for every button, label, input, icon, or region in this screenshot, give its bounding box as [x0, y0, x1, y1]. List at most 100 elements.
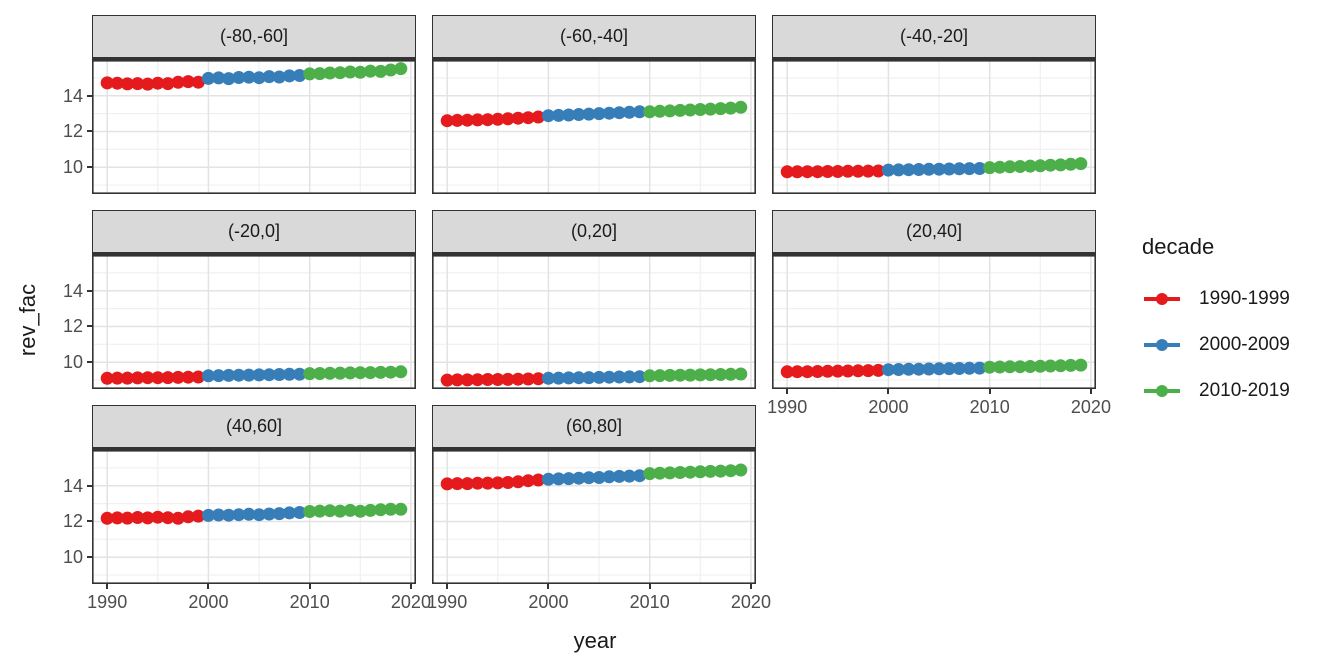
data-point — [100, 76, 114, 90]
data-point — [313, 367, 327, 380]
series-1990-1999 — [440, 372, 545, 387]
legend-entry: 2010-2019 — [1142, 368, 1290, 414]
data-point — [374, 503, 388, 517]
series-2000-2009 — [201, 506, 307, 522]
data-point — [851, 364, 865, 378]
data-point — [922, 362, 936, 376]
data-point — [100, 511, 114, 525]
data-point — [282, 506, 296, 520]
data-point — [552, 108, 566, 122]
data-point — [161, 371, 175, 385]
data-point — [1033, 159, 1047, 173]
data-point — [541, 371, 555, 385]
facet-strip: (-40,-20] — [772, 15, 1096, 60]
data-point — [252, 508, 266, 522]
data-point — [800, 365, 814, 379]
data-point — [353, 504, 367, 518]
data-point — [663, 466, 677, 480]
facet-label: (20,40] — [905, 221, 963, 241]
data-point — [511, 372, 525, 386]
data-point — [653, 466, 667, 480]
data-point — [501, 372, 515, 386]
legend-title: decade — [1142, 234, 1215, 259]
data-point — [633, 105, 647, 119]
facet-panel — [772, 60, 1096, 194]
data-point — [374, 365, 388, 379]
x-tick-label: 1990 — [767, 397, 808, 417]
legend-key-icon — [1144, 339, 1180, 351]
facet-strip: (60,80] — [432, 405, 756, 450]
data-point — [881, 363, 895, 377]
data-point — [262, 507, 276, 521]
data-point — [363, 503, 377, 517]
data-point — [222, 368, 236, 382]
data-point — [831, 364, 845, 378]
data-point — [881, 163, 895, 177]
data-point — [780, 165, 794, 179]
x-tick-label: 2020 — [390, 592, 431, 612]
data-point — [222, 508, 236, 522]
data-point — [693, 103, 707, 116]
data-point — [460, 113, 474, 127]
facet: (20,40] 1990 2000 2010 2020 — [767, 210, 1111, 417]
data-point — [622, 370, 636, 384]
data-point — [582, 107, 596, 121]
x-tick-label: 1990 — [87, 592, 128, 612]
data-point — [450, 477, 464, 491]
data-point — [612, 469, 626, 483]
facet-label: (-40,-20] — [899, 26, 969, 46]
data-point — [491, 476, 505, 490]
x-tick-mark — [887, 389, 890, 394]
data-point — [353, 366, 367, 380]
data-point — [780, 365, 794, 379]
facet-panel — [432, 60, 756, 194]
data-point — [1033, 359, 1047, 373]
data-point — [902, 163, 916, 177]
data-point — [562, 371, 576, 385]
data-point — [333, 66, 347, 80]
data-point — [384, 365, 398, 379]
data-point — [693, 465, 707, 479]
data-point — [1074, 358, 1088, 372]
facet-label: (-20,0] — [227, 221, 281, 241]
series-2010-2019 — [303, 365, 408, 381]
data-point — [313, 67, 327, 81]
data-point — [131, 77, 145, 91]
y-tick-label: 10 — [62, 547, 83, 568]
facet: (-80,-60] 10 12 14 — [63, 15, 416, 194]
data-point — [724, 367, 738, 381]
data-point — [790, 365, 804, 379]
data-point — [952, 162, 966, 176]
legend-entry-label: 1990-1999 — [1199, 288, 1290, 309]
data-point — [374, 64, 388, 78]
data-point — [471, 113, 485, 127]
facet-strip: (-20,0] — [92, 210, 416, 255]
series-1990-1999 — [440, 110, 545, 128]
data-point — [141, 511, 155, 525]
facet-strip: (-60,-40] — [432, 15, 756, 60]
x-tick-mark — [308, 584, 311, 589]
data-point — [724, 101, 738, 115]
data-point — [1023, 360, 1037, 373]
data-point — [912, 163, 926, 176]
data-point — [703, 102, 717, 116]
series-2010-2019 — [303, 62, 408, 81]
data-point — [861, 364, 875, 378]
x-tick-mark — [547, 584, 550, 589]
data-point — [683, 103, 697, 117]
data-point — [191, 75, 205, 89]
data-point — [131, 371, 145, 385]
data-point — [622, 105, 636, 119]
series-2000-2009 — [541, 105, 647, 123]
y-tick-label: 10 — [62, 157, 83, 178]
facet-panel — [772, 255, 1096, 389]
x-tick-mark — [988, 389, 991, 394]
facet-label: (0,20] — [570, 221, 618, 241]
data-point — [232, 368, 246, 382]
data-point — [471, 373, 485, 387]
data-point — [501, 112, 515, 126]
data-point — [653, 104, 667, 118]
data-point — [151, 510, 165, 524]
x-tick-label: 2000 — [528, 592, 569, 612]
data-point — [481, 373, 495, 386]
